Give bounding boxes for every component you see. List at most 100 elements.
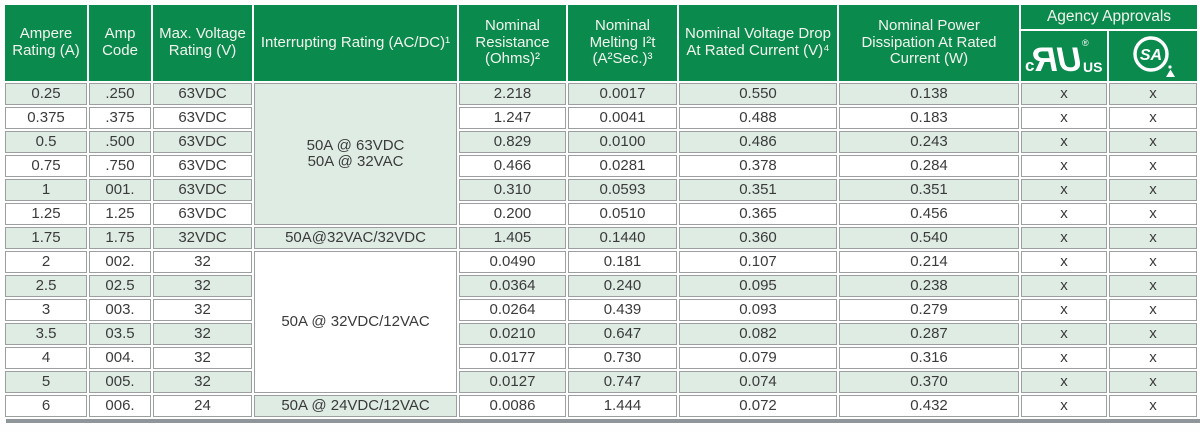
power-dissipation-cell: 0.284: [839, 155, 1019, 177]
melting-cell: 0.181: [568, 251, 677, 273]
table-bottom-border: [6, 419, 1200, 423]
col-header-ampere-rating: Ampere Rating (A): [5, 5, 87, 81]
max-voltage-cell: 63VDC: [153, 83, 252, 105]
csa-approval-cell: x: [1109, 395, 1198, 417]
amp-code-cell: 001.: [89, 179, 151, 201]
table-header: Ampere Rating (A) Amp Code Max. Voltage …: [5, 5, 1198, 81]
csa-approval-cell: x: [1109, 83, 1198, 105]
max-voltage-cell: 32VDC: [153, 227, 252, 249]
csa-approval-cell: x: [1109, 323, 1198, 345]
max-voltage-cell: 24: [153, 395, 252, 417]
amp-code-cell: .250: [89, 83, 151, 105]
ul-approval-cell: x: [1021, 371, 1107, 393]
ul-approval-cell: x: [1021, 323, 1107, 345]
melting-cell: 0.0281: [568, 155, 677, 177]
max-voltage-cell: 63VDC: [153, 203, 252, 225]
ul-approval-cell: x: [1021, 347, 1107, 369]
power-dissipation-cell: 0.540: [839, 227, 1019, 249]
voltage-drop-cell: 0.488: [679, 107, 837, 129]
melting-cell: 0.0593: [568, 179, 677, 201]
amp-code-cell: 02.5: [89, 275, 151, 297]
resistance-cell: 0.0490: [459, 251, 566, 273]
resistance-cell: 0.0364: [459, 275, 566, 297]
max-voltage-cell: 63VDC: [153, 131, 252, 153]
ul-approval-cell: x: [1021, 299, 1107, 321]
table-row: 2.5 02.5 32 0.0364 0.240 0.095 0.238 x x: [5, 275, 1198, 297]
max-voltage-cell: 32: [153, 323, 252, 345]
melting-cell: 0.747: [568, 371, 677, 393]
amp-rating-cell: 3.5: [5, 323, 87, 345]
max-voltage-cell: 63VDC: [153, 107, 252, 129]
amp-code-cell: .750: [89, 155, 151, 177]
table-row: 6 006. 24 50A @ 24VDC/12VAC 0.0086 1.444…: [5, 395, 1198, 417]
amp-rating-cell: 0.25: [5, 83, 87, 105]
table-body: 0.25 .250 63VDC 50A @ 63VDC 50A @ 32VAC …: [5, 83, 1198, 417]
csa-approval-cell: x: [1109, 347, 1198, 369]
power-dissipation-cell: 0.351: [839, 179, 1019, 201]
amp-rating-cell: 4: [5, 347, 87, 369]
ul-approval-cell: x: [1021, 179, 1107, 201]
melting-cell: 1.444: [568, 395, 677, 417]
resistance-cell: 2.218: [459, 83, 566, 105]
resistance-cell: 0.466: [459, 155, 566, 177]
voltage-drop-cell: 0.095: [679, 275, 837, 297]
table-row: 1.25 1.25 63VDC 0.200 0.0510 0.365 0.456…: [5, 203, 1198, 225]
power-dissipation-cell: 0.279: [839, 299, 1019, 321]
melting-cell: 0.439: [568, 299, 677, 321]
csa-approval-cell: x: [1109, 131, 1198, 153]
amp-rating-cell: 2.5: [5, 275, 87, 297]
col-header-power-dissipation: Nominal Power Dissipation At Rated Curre…: [839, 5, 1019, 81]
interrupting-line1: 50A @ 63VDC: [306, 136, 405, 154]
max-voltage-cell: 32: [153, 251, 252, 273]
table-row: 0.5 .500 63VDC 0.829 0.0100 0.486 0.243 …: [5, 131, 1198, 153]
voltage-drop-cell: 0.365: [679, 203, 837, 225]
table-row: 0.75 .750 63VDC 0.466 0.0281 0.378 0.284…: [5, 155, 1198, 177]
csa-approval-cell: x: [1109, 299, 1198, 321]
interrupting-rating-cell-single1: 50A@32VAC/32VDC: [254, 227, 457, 249]
voltage-drop-cell: 0.360: [679, 227, 837, 249]
csa-approval-cell: x: [1109, 203, 1198, 225]
csa-approval-cell: x: [1109, 107, 1198, 129]
ul-approval-cell: x: [1021, 83, 1107, 105]
table-row: 4 004. 32 0.0177 0.730 0.079 0.316 x x: [5, 347, 1198, 369]
max-voltage-cell: 32: [153, 347, 252, 369]
table-row: 5 005. 32 0.0127 0.747 0.074 0.370 x x: [5, 371, 1198, 393]
resistance-cell: 0.0127: [459, 371, 566, 393]
col-header-nominal-melting: Nominal Melting I²t (A²Sec.)³: [568, 5, 677, 81]
melting-cell: 0.240: [568, 275, 677, 297]
resistance-cell: 1.405: [459, 227, 566, 249]
melting-cell: 0.0100: [568, 131, 677, 153]
amp-rating-cell: 3: [5, 299, 87, 321]
table-row: 2 002. 32 50A @ 32VDC/12VAC 0.0490 0.181…: [5, 251, 1198, 393]
power-dissipation-cell: 0.138: [839, 83, 1019, 105]
svg-text:US: US: [1083, 59, 1102, 75]
svg-text:SA: SA: [1140, 47, 1162, 64]
col-header-agency-approvals: Agency Approvals: [1021, 5, 1198, 29]
melting-cell: 0.1440: [568, 227, 677, 249]
amp-code-cell: 03.5: [89, 323, 151, 345]
melting-cell: 0.0017: [568, 83, 677, 105]
power-dissipation-cell: 0.370: [839, 371, 1019, 393]
power-dissipation-cell: 0.316: [839, 347, 1019, 369]
col-header-voltage-drop: Nominal Voltage Drop At Rated Current (V…: [679, 5, 837, 81]
voltage-drop-cell: 0.550: [679, 83, 837, 105]
interrupting-line2: 50A @ 32VAC: [307, 153, 404, 170]
amp-code-cell: 1.75: [89, 227, 151, 249]
power-dissipation-cell: 0.238: [839, 275, 1019, 297]
voltage-drop-cell: 0.074: [679, 371, 837, 393]
amp-code-cell: 005.: [89, 371, 151, 393]
interrupting-rating-cell-group2: 50A @ 32VDC/12VAC: [254, 251, 457, 393]
resistance-cell: 0.0177: [459, 347, 566, 369]
melting-cell: 0.647: [568, 323, 677, 345]
amp-code-cell: 002.: [89, 251, 151, 273]
csa-approval-cell: x: [1109, 227, 1198, 249]
ul-approval-cell: x: [1021, 251, 1107, 273]
max-voltage-cell: 32: [153, 371, 252, 393]
amp-rating-cell: 0.375: [5, 107, 87, 129]
table-row: 0.375 .375 63VDC 1.247 0.0041 0.488 0.18…: [5, 107, 1198, 129]
amp-code-cell: 004.: [89, 347, 151, 369]
voltage-drop-cell: 0.486: [679, 131, 837, 153]
voltage-drop-cell: 0.107: [679, 251, 837, 273]
voltage-drop-cell: 0.351: [679, 179, 837, 201]
table-row: 3 003. 32 0.0264 0.439 0.093 0.279 x x: [5, 299, 1198, 321]
